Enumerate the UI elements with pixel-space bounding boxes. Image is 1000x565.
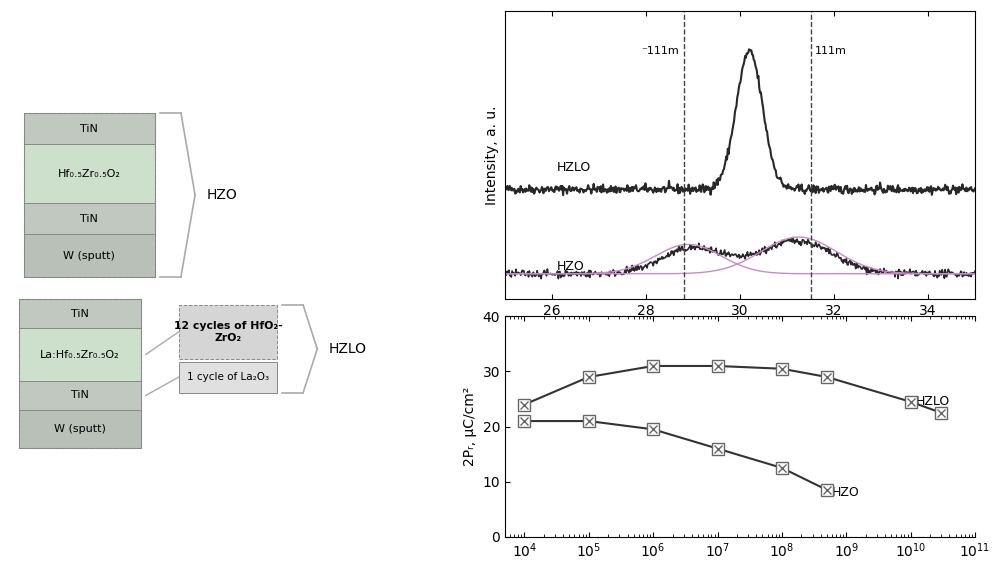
Text: La:Hf₀.₅Zr₀.₅O₂: La:Hf₀.₅Zr₀.₅O₂	[40, 350, 120, 359]
Text: HZO: HZO	[832, 486, 860, 499]
Text: W (sputt): W (sputt)	[54, 424, 106, 434]
Text: HZLO: HZLO	[557, 161, 591, 174]
Text: HZO: HZO	[207, 188, 238, 202]
Text: HZO: HZO	[557, 260, 584, 273]
Bar	[24, 203, 155, 234]
Text: TiN: TiN	[71, 308, 89, 319]
Bar	[24, 113, 155, 277]
Bar	[179, 362, 277, 393]
Text: HZLO: HZLO	[329, 342, 367, 356]
Bar	[19, 410, 141, 448]
Bar	[19, 299, 141, 328]
Text: HZLO: HZLO	[916, 396, 950, 408]
Text: 111m: 111m	[815, 46, 847, 56]
Bar	[179, 305, 277, 359]
Text: TiN: TiN	[71, 390, 89, 401]
Bar	[19, 381, 141, 410]
Text: W (sputt): W (sputt)	[63, 251, 115, 260]
Bar	[19, 328, 141, 381]
Text: 12 cycles of HfO₂-
ZrO₂: 12 cycles of HfO₂- ZrO₂	[174, 321, 282, 343]
X-axis label: 2θ, deg.: 2θ, deg.	[709, 324, 771, 339]
Y-axis label: Intensity, a. u.: Intensity, a. u.	[485, 106, 499, 205]
Bar	[24, 234, 155, 277]
Text: TiN: TiN	[80, 214, 98, 224]
Bar	[19, 299, 141, 448]
Bar	[24, 144, 155, 203]
Text: ⁻111m: ⁻111m	[641, 46, 679, 56]
Text: Hf₀.₅Zr₀.₅O₂: Hf₀.₅Zr₀.₅O₂	[58, 169, 121, 179]
Bar	[24, 113, 155, 144]
Text: TiN: TiN	[80, 124, 98, 133]
Y-axis label: 2Pᵣ, μC/cm²: 2Pᵣ, μC/cm²	[463, 387, 477, 466]
Text: 1 cycle of La₂O₃: 1 cycle of La₂O₃	[187, 372, 269, 382]
